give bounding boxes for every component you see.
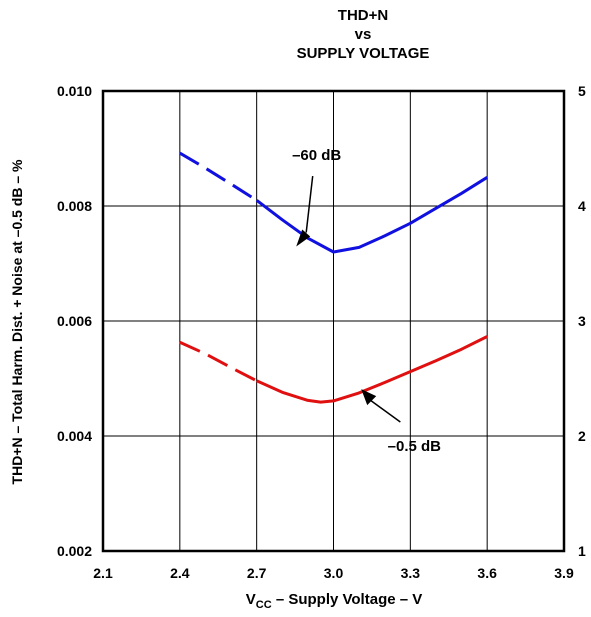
grid-lines	[103, 91, 564, 551]
x-axis-label-main: V	[246, 591, 256, 608]
y2-tick-label: 1	[578, 543, 586, 559]
x-tick-label: 3.0	[324, 565, 344, 581]
annotation-arrowhead-60db	[296, 229, 311, 247]
series-line-solid-0	[255, 176, 488, 254]
data-series	[179, 151, 488, 404]
annotation-leader-60db	[305, 175, 314, 233]
y-tick-label: 0.006	[57, 313, 92, 329]
series-line-dashed-0	[179, 151, 258, 202]
y-axis-label: THD+N – Total Harm. Dist. + Noise at –0.…	[9, 159, 25, 484]
y2-tick-label: 3	[578, 313, 586, 329]
y-tick-label: 0.004	[57, 428, 92, 444]
plot-frame	[101, 89, 566, 553]
x-axis-label: VCC – Supply Voltage – V	[246, 591, 423, 611]
chart-title-line-1: THD+N	[338, 7, 388, 24]
annotation-leader-05db	[369, 399, 401, 423]
x-axis-label-rest: – Supply Voltage – V	[272, 591, 423, 608]
y2-tick-label: 5	[578, 83, 586, 99]
series-line-solid-1	[256, 335, 488, 404]
x-tick-label: 2.7	[247, 565, 267, 581]
chart-title-line-2: vs	[355, 26, 372, 43]
y-tick-label: 0.010	[57, 83, 92, 99]
annotations: –60 dB –0.5 dB	[292, 147, 441, 455]
y-tick-label: 0.002	[57, 543, 92, 559]
x-tick-label: 3.6	[477, 565, 497, 581]
y2-tick-label: 4	[578, 198, 586, 214]
y-tick-label: 0.008	[57, 198, 92, 214]
x-axis-label-sub: CC	[256, 599, 272, 611]
x-tick-label: 2.1	[93, 565, 113, 581]
y2-tick-label: 2	[578, 428, 586, 444]
annotation-label-05db: –0.5 dB	[388, 438, 442, 455]
annotation-label-60db: –60 dB	[292, 147, 341, 164]
x-tick-label: 3.9	[554, 565, 574, 581]
x-tick-label: 3.3	[401, 565, 421, 581]
chart-title-line-3: SUPPLY VOLTAGE	[297, 45, 430, 62]
x-tick-label: 2.4	[170, 565, 190, 581]
annotation-arrowhead-05db	[361, 389, 377, 406]
tick-labels: 2.1 2.4 2.7 3.0 3.3 3.6 3.9 0.002 0.004 0.006 0.00…	[57, 83, 586, 581]
series-line-dashed-1	[179, 340, 258, 383]
